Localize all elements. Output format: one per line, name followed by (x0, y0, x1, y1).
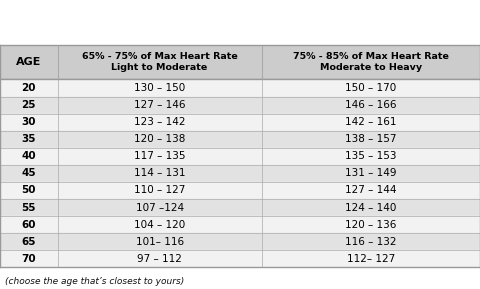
Text: 97 – 112: 97 – 112 (137, 254, 182, 264)
Text: 150 – 170: 150 – 170 (345, 83, 396, 93)
Bar (0, 216, 480, 233)
Text: 55: 55 (22, 203, 36, 212)
Text: 30: 30 (22, 117, 36, 127)
Bar (0, 79, 480, 97)
Bar (0, 114, 480, 131)
Text: 25: 25 (22, 100, 36, 110)
Text: 40: 40 (22, 151, 36, 161)
Text: 75% - 85% of Max Heart Rate
Moderate to Heavy: 75% - 85% of Max Heart Rate Moderate to … (293, 52, 449, 72)
Bar (0, 131, 480, 148)
Text: 65: 65 (22, 237, 36, 247)
Text: 124 – 140: 124 – 140 (345, 203, 396, 212)
Text: 112– 127: 112– 127 (347, 254, 395, 264)
Bar (0, 165, 480, 182)
Bar (0, 233, 480, 250)
Text: 70: 70 (22, 254, 36, 264)
Text: 123 – 142: 123 – 142 (134, 117, 185, 127)
Text: 107 –124: 107 –124 (135, 203, 184, 212)
Text: 130 – 150: 130 – 150 (134, 83, 185, 93)
Bar (0, 199, 480, 216)
Text: 101– 116: 101– 116 (135, 237, 184, 247)
Text: 20: 20 (22, 83, 36, 93)
Text: 135 – 153: 135 – 153 (345, 151, 396, 161)
Text: 104 – 120: 104 – 120 (134, 220, 185, 230)
Text: 127 – 144: 127 – 144 (345, 186, 396, 195)
Text: 120 – 138: 120 – 138 (134, 134, 185, 144)
Text: Find Your Target Zone: Find Your Target Zone (204, 27, 350, 40)
Text: 114 – 131: 114 – 131 (134, 168, 185, 178)
Text: 65% - 75% of Max Heart Rate
Light to Moderate: 65% - 75% of Max Heart Rate Light to Mod… (82, 52, 238, 72)
Text: 120 – 136: 120 – 136 (345, 220, 396, 230)
Text: 131 – 149: 131 – 149 (345, 168, 396, 178)
Text: 146 – 166: 146 – 166 (345, 100, 396, 110)
Text: 50: 50 (22, 186, 36, 195)
Bar (0, 148, 480, 165)
Text: 45: 45 (22, 168, 36, 178)
Text: 138 – 157: 138 – 157 (345, 134, 396, 144)
Bar (0, 182, 480, 199)
Text: AGE: AGE (16, 57, 41, 67)
Text: 35: 35 (22, 134, 36, 144)
Text: 116 – 132: 116 – 132 (345, 237, 396, 247)
Text: 127 – 146: 127 – 146 (134, 100, 185, 110)
Text: 60: 60 (22, 220, 36, 230)
Bar (0, 97, 480, 114)
Text: 110 – 127: 110 – 127 (134, 186, 185, 195)
Bar (0, 250, 480, 267)
Text: 117 – 135: 117 – 135 (134, 151, 185, 161)
Text: The “Right” Intensity: The “Right” Intensity (164, 5, 391, 24)
Text: (choose the age that’s closest to yours): (choose the age that’s closest to yours) (5, 277, 184, 286)
Text: 142 – 161: 142 – 161 (345, 117, 396, 127)
